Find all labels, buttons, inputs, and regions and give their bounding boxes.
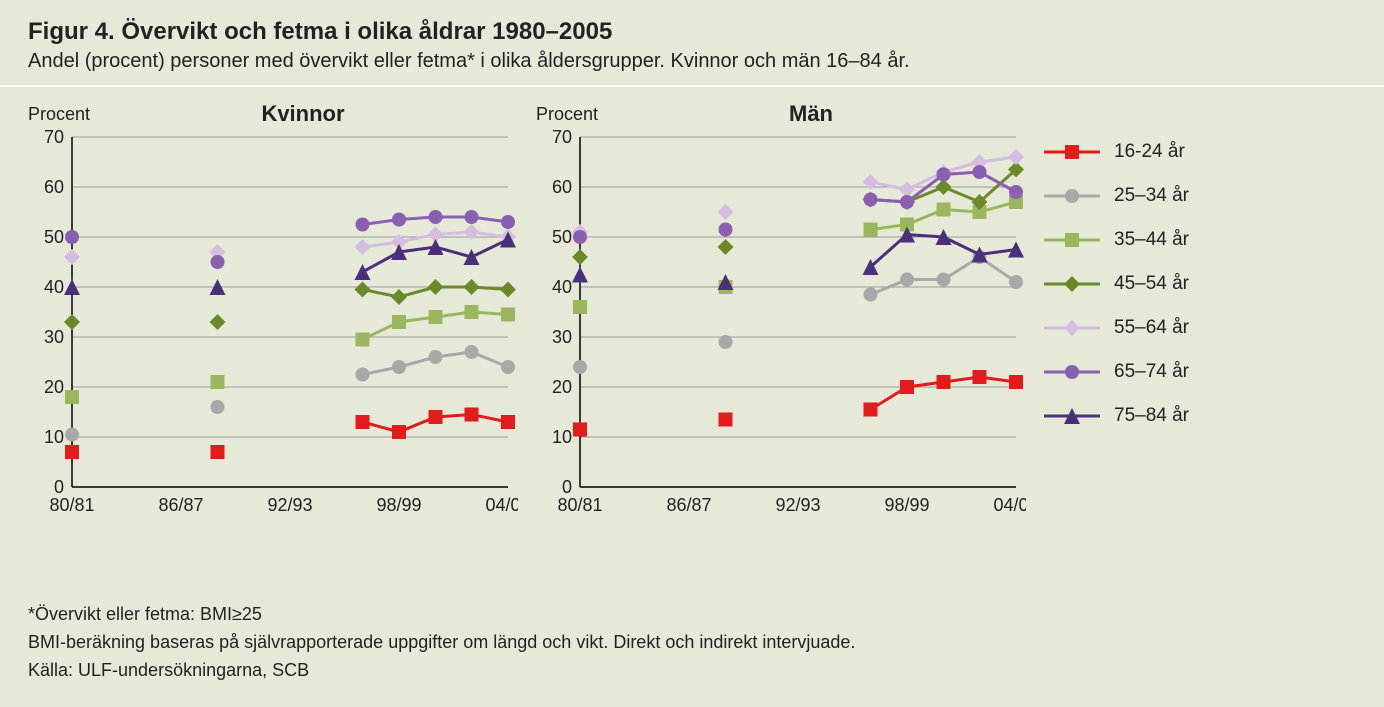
figure-header: Figur 4. Övervikt och fetma i olika åldr… (0, 0, 1384, 87)
legend-label: 45–54 år (1114, 273, 1189, 295)
figure-footer: *Övervikt eller fetma: BMI≥25 BMI-beräkn… (0, 595, 1384, 707)
footnote-source: Källa: ULF-undersökningarna, SCB (28, 657, 1356, 685)
legend-label: 55–64 år (1114, 317, 1189, 339)
svg-text:80/81: 80/81 (557, 495, 602, 515)
legend-item: 45–54 år (1044, 273, 1189, 295)
svg-text:20: 20 (552, 377, 572, 397)
svg-text:30: 30 (44, 327, 64, 347)
footnote-bmi: *Övervikt eller fetma: BMI≥25 (28, 601, 1356, 629)
figure-container: Figur 4. Övervikt och fetma i olika åldr… (0, 0, 1384, 707)
panel-title-kvinnor: Kvinnor (88, 101, 518, 127)
svg-text:92/93: 92/93 (775, 495, 820, 515)
legend-swatch (1044, 318, 1100, 338)
svg-text:86/87: 86/87 (158, 495, 203, 515)
legend-item: 25–34 år (1044, 185, 1189, 207)
svg-text:10: 10 (44, 427, 64, 447)
chart-man: 0 10 20 30 40 50 60 70 80/81 86/87 92/93 98/99 04/05 (536, 127, 1026, 527)
legend-swatch (1044, 362, 1100, 382)
footnote-method: BMI-beräkning baseras på självrapportera… (28, 629, 1356, 657)
legend-label: 35–44 år (1114, 229, 1189, 251)
svg-text:80/81: 80/81 (49, 495, 94, 515)
svg-text:50: 50 (44, 227, 64, 247)
svg-text:04/05: 04/05 (993, 495, 1026, 515)
legend-swatch (1044, 230, 1100, 250)
legend-label: 75–84 år (1114, 405, 1189, 427)
svg-text:40: 40 (44, 277, 64, 297)
svg-text:92/93: 92/93 (267, 495, 312, 515)
figure-title: Figur 4. Övervikt och fetma i olika åldr… (28, 18, 1356, 46)
svg-text:70: 70 (552, 127, 572, 147)
svg-text:50: 50 (552, 227, 572, 247)
chart-panel-man: Procent Män 0 10 20 30 40 50 60 70 80/81 86/87 92/… (536, 101, 1026, 591)
svg-text:40: 40 (552, 277, 572, 297)
svg-text:60: 60 (44, 177, 64, 197)
legend-item: 55–64 år (1044, 317, 1189, 339)
y-axis-label-left: Procent (28, 104, 88, 125)
legend-swatch (1044, 406, 1100, 426)
legend-swatch (1044, 142, 1100, 162)
legend-item: 75–84 år (1044, 405, 1189, 427)
chart-kvinnor: 0 10 20 30 40 50 60 70 80/81 86/87 92/93 98/99 04/05 (28, 127, 518, 527)
legend-label: 65–74 år (1114, 361, 1189, 383)
svg-text:20: 20 (44, 377, 64, 397)
legend-swatch (1044, 274, 1100, 294)
svg-text:86/87: 86/87 (666, 495, 711, 515)
legend-item: 65–74 år (1044, 361, 1189, 383)
svg-text:98/99: 98/99 (884, 495, 929, 515)
legend: 16-24 år 25–34 år 35–44 år 45–54 år 55–64 år… (1044, 101, 1189, 591)
legend-label: 16-24 år (1114, 141, 1185, 163)
y-axis-label-right: Procent (536, 104, 596, 125)
svg-text:0: 0 (562, 477, 572, 497)
legend-label: 25–34 år (1114, 185, 1189, 207)
svg-text:98/99: 98/99 (376, 495, 421, 515)
legend-swatch (1044, 186, 1100, 206)
svg-text:70: 70 (44, 127, 64, 147)
svg-text:10: 10 (552, 427, 572, 447)
svg-text:0: 0 (54, 477, 64, 497)
legend-item: 35–44 år (1044, 229, 1189, 251)
svg-text:04/05: 04/05 (485, 495, 518, 515)
panel-title-man: Män (596, 101, 1026, 127)
chart-row: Procent Kvinnor 0 10 20 30 40 50 60 70 80/81 86/8… (0, 87, 1384, 595)
chart-panel-kvinnor: Procent Kvinnor 0 10 20 30 40 50 60 70 80/81 86/8… (28, 101, 518, 591)
svg-text:60: 60 (552, 177, 572, 197)
legend-item: 16-24 år (1044, 141, 1189, 163)
svg-text:30: 30 (552, 327, 572, 347)
figure-subtitle: Andel (procent) personer med övervikt el… (28, 50, 1356, 73)
